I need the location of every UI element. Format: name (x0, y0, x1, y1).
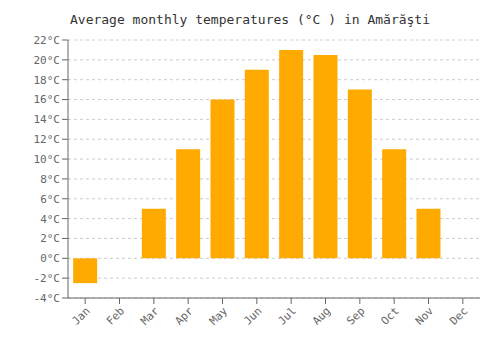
svg-text:Nov: Nov (413, 304, 437, 328)
svg-text:4°C: 4°C (40, 213, 60, 226)
html-text:Average monthly temperatures (: Average monthly temperatures (°C ) in Am… (70, 12, 430, 27)
svg-text:-2°C: -2°C (34, 272, 61, 285)
svg-text:Jan: Jan (70, 304, 93, 327)
svg-text:6°C: 6°C (40, 193, 60, 206)
svg-text:Oct: Oct (379, 304, 402, 327)
svg-text:16°C: 16°C (34, 93, 61, 106)
svg-text:May: May (207, 304, 231, 328)
svg-text:Sep: Sep (344, 304, 367, 327)
svg-text:8°C: 8°C (40, 173, 60, 186)
svg-text:2°C: 2°C (40, 232, 60, 245)
svg-text:Dec: Dec (447, 304, 470, 327)
svg-text:Apr: Apr (173, 304, 197, 328)
svg-text:Mar: Mar (138, 304, 162, 328)
svg-text:14°C: 14°C (34, 113, 61, 126)
svg-text:-4°C: -4°C (34, 292, 61, 305)
svg-text:Feb: Feb (104, 304, 127, 327)
svg-text:18°C: 18°C (34, 74, 61, 87)
svg-text:22°C: 22°C (34, 34, 61, 47)
svg-text:0°C: 0°C (40, 252, 60, 265)
svg-text:Aug: Aug (310, 304, 333, 327)
svg-text:Jul: Jul (276, 304, 299, 327)
svg-text:12°C: 12°C (34, 133, 61, 146)
svg-text:10°C: 10°C (34, 153, 61, 166)
svg-text:20°C: 20°C (34, 54, 61, 67)
svg-text:Jun: Jun (241, 304, 264, 327)
